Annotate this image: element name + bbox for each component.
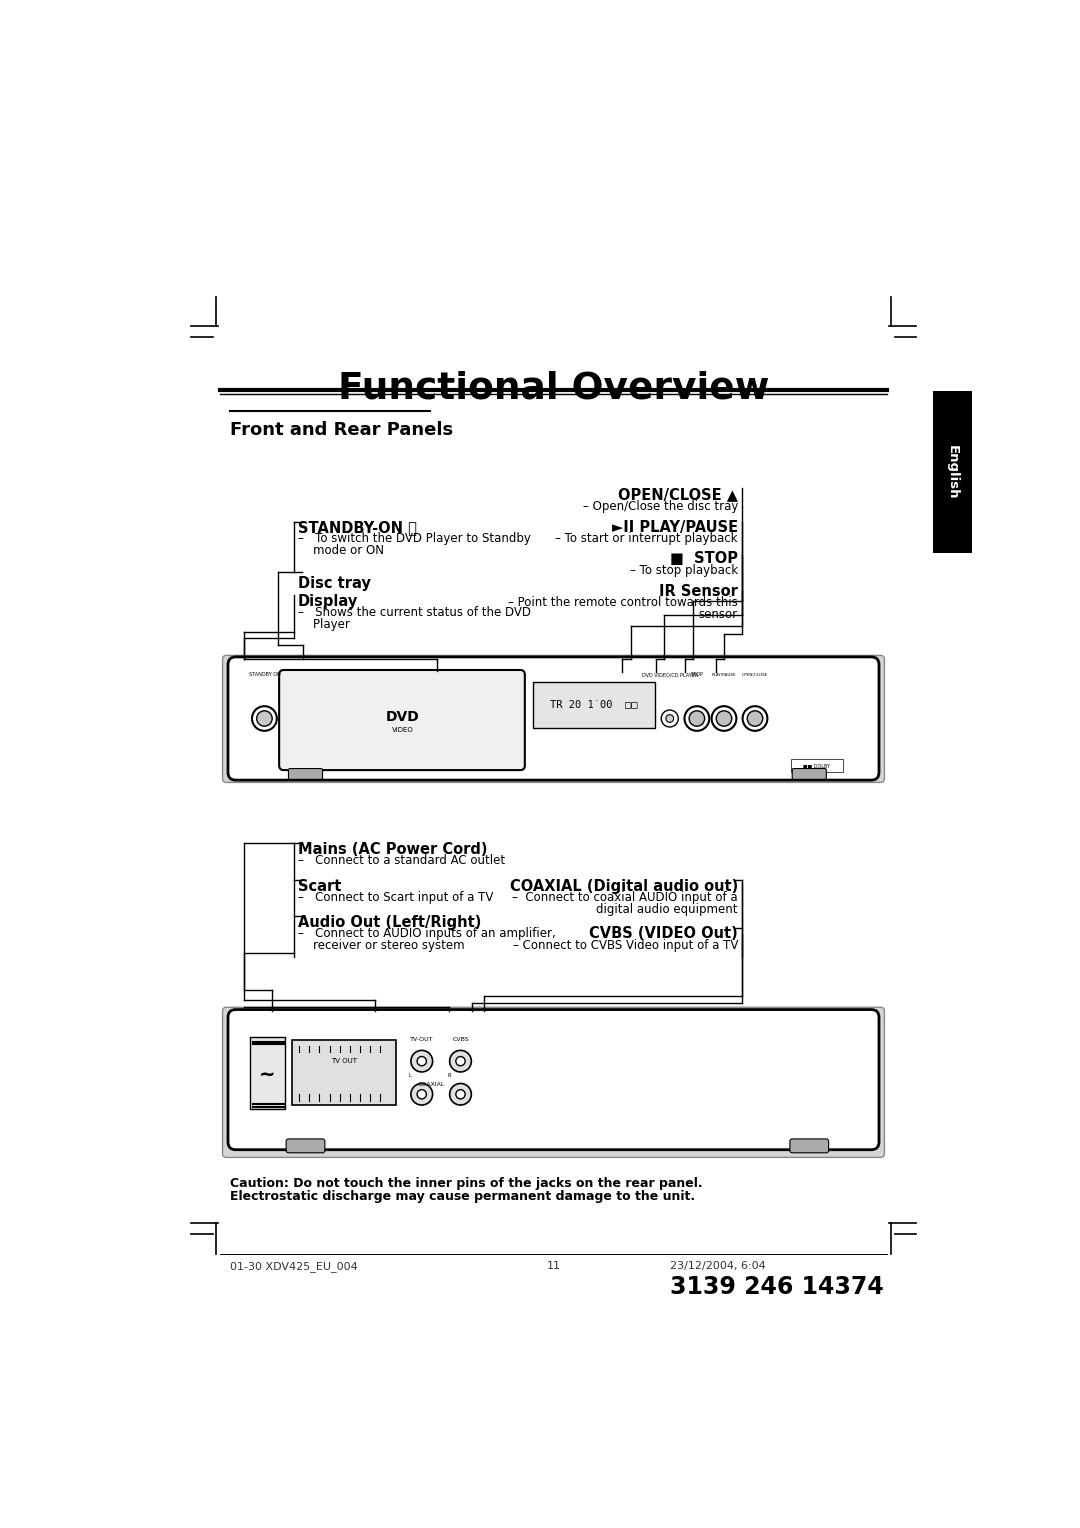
Text: CVBS: CVBS <box>453 1038 469 1042</box>
Text: English: English <box>946 445 959 500</box>
FancyBboxPatch shape <box>789 1138 828 1152</box>
Text: DVD VIDEO/CD PLAYER: DVD VIDEO/CD PLAYER <box>642 672 698 677</box>
Text: 23/12/2004, 6:04: 23/12/2004, 6:04 <box>670 1261 766 1271</box>
FancyBboxPatch shape <box>933 391 972 553</box>
Circle shape <box>456 1089 465 1099</box>
Circle shape <box>456 1056 465 1067</box>
Text: –   Shows the current status of the DVD: – Shows the current status of the DVD <box>298 607 530 619</box>
FancyBboxPatch shape <box>288 769 323 779</box>
Text: mode or ON: mode or ON <box>298 544 383 558</box>
Text: STOP: STOP <box>690 672 703 677</box>
FancyBboxPatch shape <box>534 681 656 727</box>
Text: Disc tray: Disc tray <box>298 576 370 591</box>
Text: ~: ~ <box>259 1065 275 1083</box>
Text: –   Connect to AUDIO inputs of an amplifier,: – Connect to AUDIO inputs of an amplifie… <box>298 927 555 940</box>
Text: PLAY/PAUSE: PLAY/PAUSE <box>712 672 737 677</box>
Text: ■  STOP: ■ STOP <box>670 552 738 567</box>
Text: – Point the remote control towards this: – Point the remote control towards this <box>509 596 738 610</box>
FancyBboxPatch shape <box>222 1007 885 1157</box>
Text: Display: Display <box>298 594 357 608</box>
Text: –   Connect to a standard AC outlet: – Connect to a standard AC outlet <box>298 854 504 866</box>
Circle shape <box>410 1083 433 1105</box>
Text: digital audio equipment: digital audio equipment <box>596 903 738 915</box>
Circle shape <box>712 706 737 730</box>
FancyBboxPatch shape <box>286 1138 325 1152</box>
Text: 3139 246 14374: 3139 246 14374 <box>670 1276 883 1299</box>
Text: – To start or interrupt playback: – To start or interrupt playback <box>555 532 738 545</box>
Text: ►II PLAY/PAUSE: ►II PLAY/PAUSE <box>612 520 738 535</box>
Circle shape <box>743 706 768 730</box>
Circle shape <box>661 711 678 727</box>
Text: CVBS (VIDEO Out): CVBS (VIDEO Out) <box>590 926 738 941</box>
Circle shape <box>685 706 710 730</box>
FancyBboxPatch shape <box>279 669 525 770</box>
Text: receiver or stereo system: receiver or stereo system <box>298 938 464 952</box>
Text: OPEN/CLOSE ▲: OPEN/CLOSE ▲ <box>618 487 738 503</box>
Circle shape <box>689 711 704 726</box>
Circle shape <box>716 711 732 726</box>
FancyBboxPatch shape <box>293 1041 396 1105</box>
Text: sensor: sensor <box>699 608 738 620</box>
FancyBboxPatch shape <box>792 758 843 773</box>
Text: – Connect to CVBS Video input of a TV: – Connect to CVBS Video input of a TV <box>513 938 738 952</box>
Text: COAXIAL: COAXIAL <box>418 1082 445 1086</box>
Text: – To stop playback: – To stop playback <box>630 564 738 576</box>
Circle shape <box>417 1056 427 1067</box>
Text: 11: 11 <box>546 1261 561 1271</box>
Text: STANDBY-ON ⏻: STANDBY-ON ⏻ <box>298 520 417 535</box>
Text: Audio Out (Left/Right): Audio Out (Left/Right) <box>298 915 481 931</box>
FancyBboxPatch shape <box>249 1036 285 1109</box>
Circle shape <box>257 711 272 726</box>
FancyBboxPatch shape <box>222 656 885 782</box>
Text: – Open/Close the disc tray: – Open/Close the disc tray <box>582 500 738 513</box>
Circle shape <box>417 1089 427 1099</box>
Text: STANDBY ON: STANDBY ON <box>248 672 281 677</box>
Text: TR 20 1˙00  □□: TR 20 1˙00 □□ <box>550 700 637 709</box>
Text: Front and Rear Panels: Front and Rear Panels <box>230 420 453 439</box>
Text: OPEN/CLOSE: OPEN/CLOSE <box>742 672 768 677</box>
Text: IR Sensor: IR Sensor <box>659 584 738 599</box>
Circle shape <box>410 1050 433 1073</box>
Text: –  Connect to coaxial AUDIO input of a: – Connect to coaxial AUDIO input of a <box>512 891 738 905</box>
Text: Functional Overview: Functional Overview <box>338 370 769 406</box>
Circle shape <box>449 1083 471 1105</box>
FancyBboxPatch shape <box>228 657 879 781</box>
Text: ■■ DOLBY: ■■ DOLBY <box>804 762 831 769</box>
FancyBboxPatch shape <box>793 769 826 779</box>
Circle shape <box>449 1050 471 1073</box>
Circle shape <box>666 715 674 723</box>
Circle shape <box>747 711 762 726</box>
Text: Caution: Do not touch the inner pins of the jacks on the rear panel.: Caution: Do not touch the inner pins of … <box>230 1177 702 1190</box>
Text: TV-OUT: TV-OUT <box>410 1038 433 1042</box>
Circle shape <box>252 706 276 730</box>
Text: TV OUT: TV OUT <box>332 1059 357 1063</box>
Text: –   To switch the DVD Player to Standby: – To switch the DVD Player to Standby <box>298 532 530 545</box>
Text: Player: Player <box>298 619 350 631</box>
Text: –   Connect to Scart input of a TV: – Connect to Scart input of a TV <box>298 891 494 905</box>
Text: Electrostatic discharge may cause permanent damage to the unit.: Electrostatic discharge may cause perman… <box>230 1190 694 1203</box>
Text: COAXIAL (Digital audio out): COAXIAL (Digital audio out) <box>510 879 738 894</box>
Text: R: R <box>447 1073 450 1077</box>
Text: DVD: DVD <box>386 711 419 724</box>
Text: VIDEO: VIDEO <box>391 727 414 733</box>
Text: Scart: Scart <box>298 879 341 894</box>
Text: L: L <box>408 1073 411 1077</box>
Text: Mains (AC Power Cord): Mains (AC Power Cord) <box>298 842 487 857</box>
Text: 01-30 XDV425_EU_004: 01-30 XDV425_EU_004 <box>230 1261 357 1273</box>
FancyBboxPatch shape <box>228 1010 879 1149</box>
